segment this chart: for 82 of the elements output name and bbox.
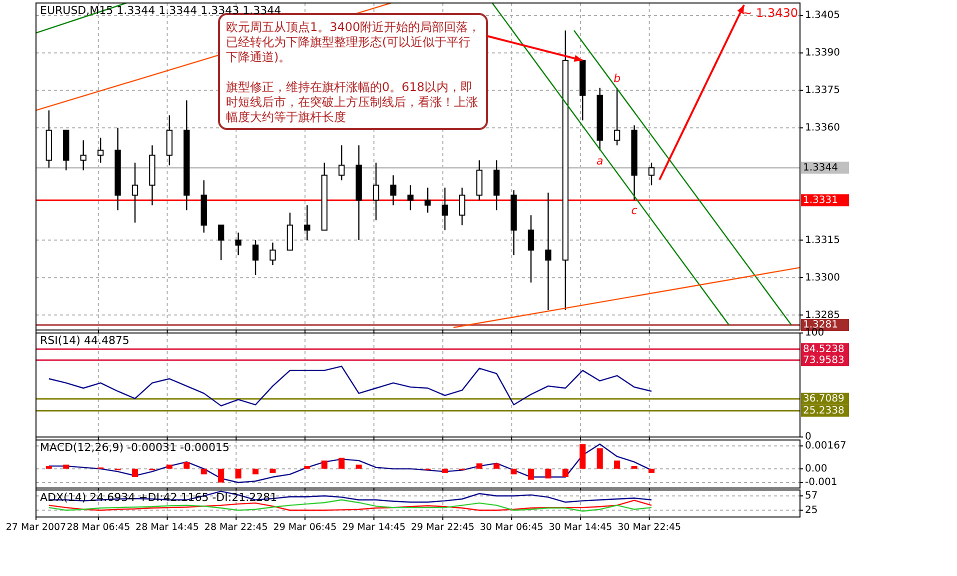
- bar: [63, 464, 70, 469]
- ref-line-label: 25.2338: [803, 405, 844, 416]
- x-tick-label: 29 Mar 06:45: [273, 522, 337, 533]
- candlestick: [390, 174, 396, 206]
- bar: [494, 463, 500, 469]
- ref-line-label: 73.9583: [803, 354, 844, 366]
- y-tick-label: 57: [805, 490, 818, 502]
- candlestick: [459, 187, 466, 226]
- bar: [218, 468, 224, 483]
- candlestick: [407, 184, 414, 211]
- x-tick-label: 30 Mar 14:45: [548, 522, 612, 533]
- bar: [356, 464, 362, 469]
- y-tick-label: 1.3390: [805, 48, 840, 59]
- candlestick: [614, 87, 620, 146]
- y-tick-label: 1.3315: [805, 234, 840, 246]
- bar: [631, 466, 638, 469]
- y-tick-label: 1.3285: [805, 310, 840, 321]
- x-tick-label: 29 Mar 14:45: [342, 522, 406, 533]
- annotation: b: [614, 72, 621, 85]
- annotation: 欧元周五从顶点1。3400附近开始的局部回落，已经转化为下降旗型整理形态(可以近似于平行下降通道)。: [226, 20, 480, 64]
- bar: [235, 468, 242, 478]
- candlestick: [97, 137, 104, 164]
- bar: [442, 468, 448, 473]
- ref-line-label: 1.3344: [803, 162, 838, 174]
- candlestick: [424, 187, 431, 214]
- bar: [580, 444, 586, 469]
- annotation: 旗型修正，维持在旗杆涨幅的0。618以内，即时短线后市，在突破上方压制线后，看涨！上涨幅度大约等于旗杆长度: [226, 80, 478, 124]
- ref-line-label: 84.5238: [803, 344, 844, 355]
- chart-title: MACD(12,26,9) -0.00031 -0.00015: [40, 441, 230, 454]
- y-tick-label: 1.3405: [805, 10, 840, 22]
- bar: [476, 463, 482, 469]
- x-tick-label: 30 Mar 22:45: [618, 522, 682, 533]
- candlestick: [270, 242, 276, 266]
- bar: [166, 464, 172, 469]
- y-tick-label: 1.3375: [805, 85, 840, 96]
- candlestick: [545, 192, 552, 311]
- y-tick-label: 0.00: [805, 464, 828, 475]
- annotation: ~ 1.3430: [742, 6, 798, 20]
- bar: [184, 462, 190, 469]
- x-tick-label: 28 Mar 06:45: [66, 522, 130, 533]
- x-tick-label: 27 Mar 2007: [6, 522, 66, 533]
- bar: [528, 468, 534, 480]
- bar: [614, 460, 620, 469]
- candlestick: [80, 140, 86, 171]
- candlestick: [528, 214, 534, 284]
- bar: [338, 458, 345, 469]
- bar: [596, 448, 603, 469]
- y-tick-label: 25: [805, 504, 818, 516]
- bar: [270, 468, 276, 473]
- x-tick-label: 28 Mar 14:45: [136, 522, 199, 533]
- bar: [545, 468, 552, 478]
- bar: [132, 468, 138, 478]
- candlestick: [218, 224, 224, 261]
- x-tick-label: 29 Mar 22:45: [411, 522, 474, 533]
- bar: [46, 466, 52, 469]
- candlestick: [442, 187, 448, 231]
- line-series: [48, 366, 652, 406]
- x-tick-label: 28 Mar 22:45: [204, 522, 268, 533]
- annotation: a: [596, 154, 604, 168]
- bar: [304, 466, 310, 469]
- y-tick-label: -0.001: [805, 477, 838, 488]
- bar: [510, 468, 517, 474]
- chart-title: RSI(14) 44.4875: [40, 334, 130, 347]
- ref-line-label: 1.3331: [803, 194, 838, 206]
- candlestick: [252, 240, 259, 276]
- ref-line-label: 36.7089: [803, 394, 844, 405]
- bar: [200, 468, 207, 474]
- bar: [321, 460, 328, 469]
- candlestick: [132, 162, 138, 224]
- annotation: c: [631, 204, 638, 218]
- bar: [648, 468, 655, 473]
- y-tick-label: 1.3300: [805, 272, 840, 284]
- candlestick: [338, 144, 345, 181]
- y-tick-label: 1.3360: [805, 122, 840, 134]
- candlestick: [304, 204, 310, 241]
- bar: [562, 468, 568, 478]
- y-tick-label: 0.00167: [805, 440, 846, 452]
- candlestick: [235, 232, 242, 256]
- x-tick-label: 30 Mar 06:45: [480, 522, 544, 533]
- candlestick: [648, 162, 655, 186]
- candlestick: [372, 162, 380, 221]
- bar: [252, 468, 259, 474]
